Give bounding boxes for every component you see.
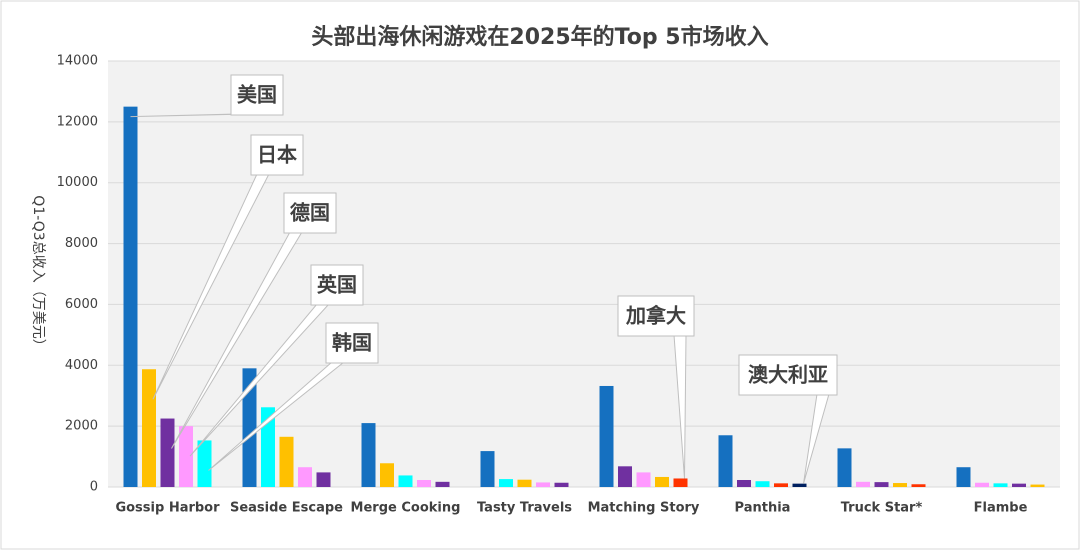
chart-title: 头部出海休闲游戏在2025年的Top 5市场收入 xyxy=(311,24,768,50)
y-tick-label: 10000 xyxy=(57,175,98,190)
bar xyxy=(536,482,550,487)
legend-label: 韩国 xyxy=(332,331,372,355)
bar xyxy=(398,475,413,487)
bar xyxy=(956,467,971,487)
bar xyxy=(599,385,614,487)
bar xyxy=(755,481,770,487)
bar xyxy=(480,451,495,487)
x-tick-label: Tasty Travels xyxy=(477,501,572,516)
bar xyxy=(179,426,193,487)
bar xyxy=(142,369,156,487)
legend-label: 加拿大 xyxy=(625,304,686,328)
callout-box xyxy=(738,354,838,396)
callout-box xyxy=(310,264,364,306)
bar xyxy=(361,423,376,487)
bar xyxy=(737,480,751,487)
y-tick-label: 2000 xyxy=(65,419,98,434)
bar xyxy=(618,466,632,487)
bar xyxy=(993,483,1008,487)
callout-box xyxy=(230,74,284,116)
bar xyxy=(123,106,138,488)
y-axis-label: Q1-Q3总收入（万美元） xyxy=(30,195,46,352)
bar xyxy=(261,407,275,487)
bar xyxy=(792,483,807,487)
bar xyxy=(435,481,450,487)
legend-label: 澳大利亚 xyxy=(748,363,828,387)
y-tick-label: 8000 xyxy=(65,236,98,251)
bar xyxy=(1012,483,1026,487)
legend-label: 美国 xyxy=(237,83,277,107)
bar xyxy=(316,472,331,487)
legend-label: 日本 xyxy=(257,143,297,167)
callout-box xyxy=(617,295,695,337)
bar xyxy=(718,435,733,487)
y-tick-label: 6000 xyxy=(65,297,98,312)
bar xyxy=(197,440,212,487)
x-tick-label: Seaside Escape xyxy=(230,501,343,516)
callout-box xyxy=(283,192,337,234)
bar xyxy=(874,482,889,487)
bar xyxy=(856,481,870,487)
bar xyxy=(417,480,431,487)
bar xyxy=(279,436,294,487)
bar xyxy=(975,482,989,487)
x-tick-label: Matching Story xyxy=(588,501,700,516)
bar xyxy=(636,472,651,487)
y-tick-label: 14000 xyxy=(57,54,98,69)
callout-box xyxy=(325,322,379,364)
legend-label: 德国 xyxy=(290,201,330,225)
y-tick-label: 0 xyxy=(90,480,98,495)
x-tick-label: Panthia xyxy=(735,501,791,516)
bar xyxy=(655,476,669,487)
x-tick-label: Flambe xyxy=(974,501,1028,516)
bar xyxy=(242,368,257,487)
bar xyxy=(893,483,907,487)
bar xyxy=(911,484,926,487)
bar xyxy=(837,448,852,487)
bar xyxy=(673,478,688,487)
callout-box xyxy=(250,134,304,176)
bar xyxy=(774,483,788,487)
bar xyxy=(380,463,394,487)
x-tick-label: Merge Cooking xyxy=(351,501,461,516)
bar xyxy=(298,467,312,487)
bar xyxy=(1030,484,1045,487)
x-tick-label: Gossip Harbor xyxy=(115,501,220,516)
bar xyxy=(554,482,569,487)
bar xyxy=(499,479,513,487)
bar xyxy=(160,418,175,487)
y-tick-label: 12000 xyxy=(57,114,98,129)
bar xyxy=(517,479,532,487)
x-tick-label: Truck Star* xyxy=(841,501,923,516)
y-tick-label: 4000 xyxy=(65,358,98,373)
legend-label: 英国 xyxy=(317,273,357,297)
